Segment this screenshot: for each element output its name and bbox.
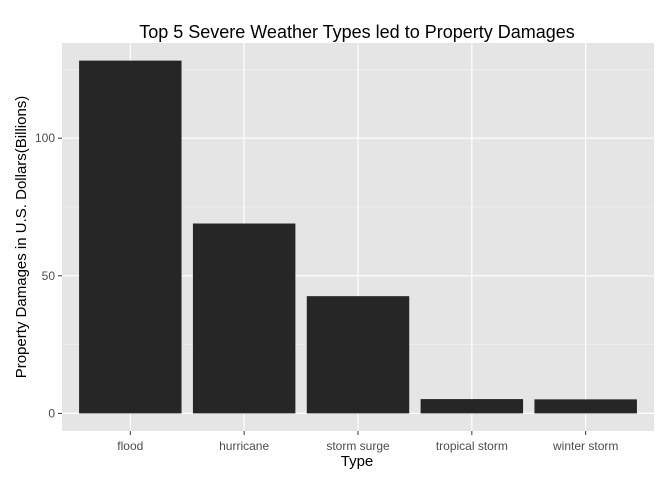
y-axis-title: Property Damages in U.S. Dollars(Billion… xyxy=(13,96,30,379)
x-axis-title: Type xyxy=(341,453,374,470)
bar-tropical-storm xyxy=(420,399,524,414)
y-tick-label: 0 xyxy=(48,406,55,420)
chart-title: Top 5 Severe Weather Types led to Proper… xyxy=(139,22,575,42)
x-tick-label: hurricane xyxy=(219,439,269,453)
bar-storm-surge xyxy=(306,296,410,414)
x-tick-label: flood xyxy=(117,439,143,453)
bar-winter-storm xyxy=(534,399,637,414)
x-tick-label: storm surge xyxy=(326,439,390,453)
x-tick-label: winter storm xyxy=(552,439,618,453)
y-tick-label: 50 xyxy=(42,269,56,283)
y-axis: 0 50 100 xyxy=(35,131,62,420)
bar-flood xyxy=(79,60,182,414)
y-tick-label: 100 xyxy=(35,131,55,145)
x-tick-label: tropical storm xyxy=(436,439,508,453)
x-axis: flood hurricane storm surge tropical storm w… xyxy=(117,431,618,453)
bars-group xyxy=(79,60,637,414)
bar-hurricane xyxy=(192,223,296,414)
